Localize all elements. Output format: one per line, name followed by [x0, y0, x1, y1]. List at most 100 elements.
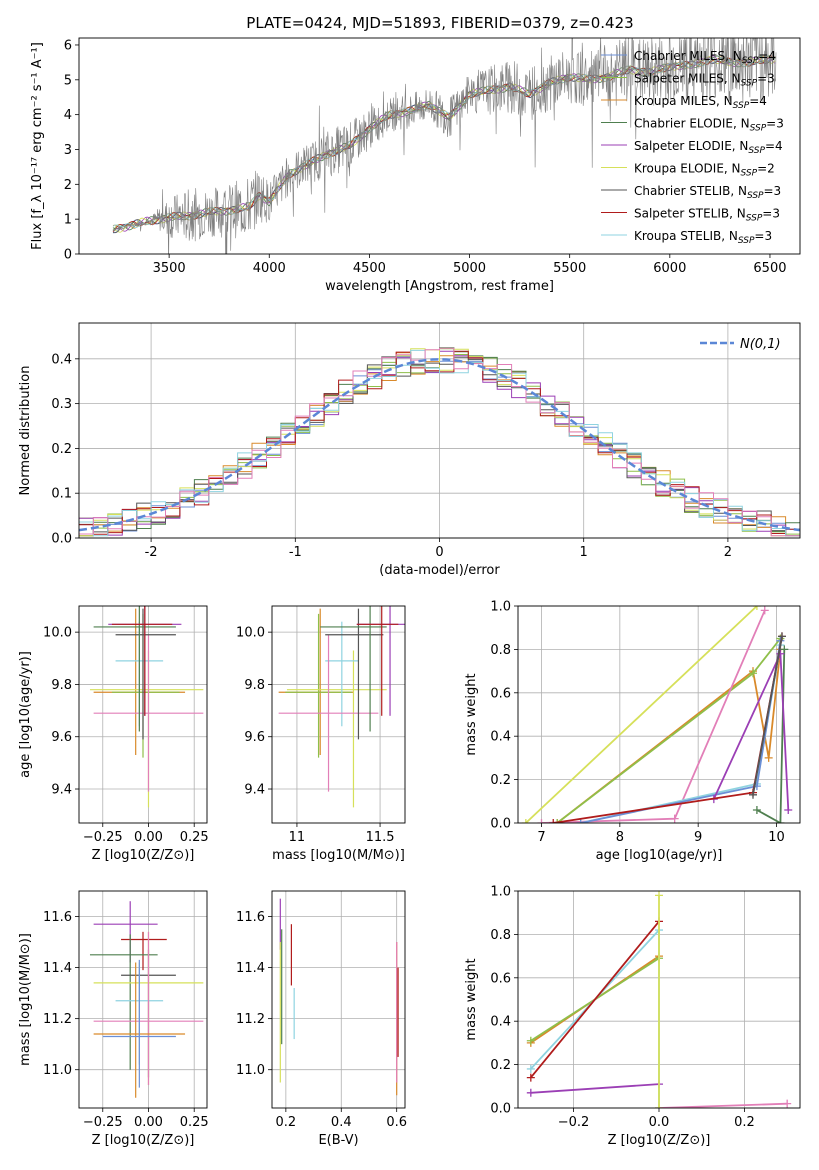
plot-area [521, 606, 793, 823]
mass-weight-marker [777, 632, 786, 641]
x-tick-label: 6500 [753, 261, 786, 276]
x-tick-label: 5000 [453, 261, 486, 276]
mass-weight-marker [780, 645, 789, 654]
y-tick-label: 0.4 [490, 1015, 511, 1030]
x-tick-label: −0.25 [83, 830, 123, 845]
y-tick-label: 10.0 [43, 626, 72, 641]
y-tick-label: 9.6 [51, 730, 72, 745]
x-tick-label: 4500 [353, 261, 386, 276]
y-tick-label: 9.6 [244, 730, 265, 745]
legend-subscript: SSP [742, 56, 759, 66]
axes-frame [517, 605, 801, 824]
mass-weight-line [580, 640, 782, 823]
axes-frame [517, 890, 801, 1109]
mass-weight-marker [655, 891, 663, 900]
mass-weight-marker [521, 819, 530, 823]
mass-weight-marker [764, 753, 773, 762]
mass-weight-marker [776, 649, 785, 658]
axes-frame [78, 37, 801, 255]
y-tick-label: 0.8 [490, 928, 511, 943]
y-tick-label: 10.0 [236, 626, 265, 641]
x-tick-label: 6000 [653, 261, 686, 276]
x-tick-label: 10 [768, 830, 785, 845]
x-axis-label: E(B-V) [318, 1133, 358, 1148]
y-tick-label: 0.0 [490, 817, 511, 832]
legend-label-rest: =3 [757, 72, 775, 86]
mass-weight-marker [749, 790, 757, 799]
legend-subscript: SSP [748, 146, 765, 156]
mass-weight-marker [784, 805, 793, 814]
x-tick-label: 4000 [253, 261, 286, 276]
legend-label-rest: =3 [762, 207, 780, 221]
x-axis-label: wavelength [Angstrom, rest frame] [325, 279, 554, 294]
y-tick-label: 0.2 [490, 773, 511, 788]
mass-weight-line [752, 636, 783, 795]
y-tick-label: 0.2 [490, 1058, 511, 1073]
y-tick-label: 9.4 [51, 783, 72, 798]
mass-weight-marker [526, 1073, 535, 1082]
figure-title: PLATE=0424, MJD=51893, FIBERID=0379, z=0… [246, 14, 633, 32]
plot-area [89, 606, 204, 808]
y-tick-label: 0.8 [490, 643, 511, 658]
y-tick-label: 0.4 [51, 352, 72, 367]
y-tick-label: 11.0 [236, 1063, 265, 1078]
y-axis-label: age [log10(age/yr)] [18, 651, 33, 778]
legend-subscript: SSP [746, 214, 763, 224]
y-axis-label: mass [log10(M/M⊙)] [18, 933, 33, 1066]
y-tick-label: 9.8 [51, 678, 72, 693]
mass-weight-marker [553, 819, 562, 823]
x-tick-label: -1 [289, 545, 302, 560]
x-tick-label: 0.2 [276, 1115, 297, 1130]
x-tick-label: 1 [580, 545, 588, 560]
y-tick-label: 2 [64, 178, 72, 193]
plot-area [279, 898, 399, 1096]
legend-label: Salpeter ELODIE, NSSP=4 [634, 139, 783, 156]
y-tick-label: 3 [64, 143, 72, 158]
mass-weight-line [530, 920, 660, 1079]
axes-frame [78, 322, 801, 539]
x-tick-label: 0.6 [386, 1115, 407, 1130]
mass-weight-line [580, 644, 782, 823]
legend-subscript: SSP [741, 169, 758, 179]
x-axis-label: (data-model)/error [379, 563, 500, 578]
x-tick-label: 3500 [153, 261, 186, 276]
legend-label-rest: =3 [754, 229, 772, 243]
y-tick-label: 1.0 [490, 885, 511, 900]
x-tick-label: 0.00 [134, 830, 163, 845]
y-tick-label: 1.0 [490, 600, 511, 615]
y-tick-label: 11.2 [43, 1012, 72, 1027]
plot-area [278, 606, 405, 808]
panel-weight_vs_age: 7 8 9 10 0.0 0.2 0.4 0.6 0.8 1.0 age [log10(age/yr… [464, 600, 801, 863]
legend-label: Kroupa ELODIE, NSSP=2 [634, 162, 775, 179]
mass-weight-marker [655, 1104, 663, 1108]
y-tick-label: 11.4 [236, 961, 265, 976]
x-tick-label: 0.2 [734, 1115, 755, 1130]
legend-subscript: SSP [747, 191, 764, 201]
mass-weight-line [553, 636, 783, 823]
y-axis-label: mass weight [464, 958, 479, 1040]
panel-weight_vs_Z: −0.2 0.0 0.2 0.0 0.2 0.4 0.6 0.8 1.0 Z [log10(Z/Z… [464, 885, 801, 1148]
y-tick-label: 1 [64, 213, 72, 228]
mass-weight-marker [752, 805, 761, 814]
x-axis-label: Z [log10(Z/Z⊙)] [92, 1133, 195, 1148]
x-tick-label: 11.5 [366, 830, 395, 845]
legend-subscript: SSP [738, 236, 755, 246]
y-tick-label: 11.6 [236, 910, 265, 925]
y-tick-label: 11.6 [43, 910, 72, 925]
panel-spectrum: 3500 4000 4500 5000 5500 6000 6500 0 1 2 3 4 5 6 wavel… [30, 37, 801, 294]
mass-weight-marker [526, 1088, 535, 1097]
y-tick-label: 5 [64, 73, 72, 88]
mass-weight-marker [526, 1036, 535, 1045]
mass-weight-marker [549, 819, 558, 823]
y-tick-label: 0.3 [51, 397, 72, 412]
mass-weight-marker [752, 606, 761, 610]
x-tick-label: 0.25 [180, 1115, 209, 1130]
y-tick-label: 11.0 [43, 1063, 72, 1078]
legend-label: Chabrier MILES, NSSP=4 [634, 49, 776, 66]
mass-weight-line [530, 1083, 660, 1094]
mass-weight-marker [776, 819, 785, 823]
y-tick-label: 9.8 [244, 678, 265, 693]
mass-weight-line [556, 637, 782, 823]
x-tick-label: -2 [145, 545, 158, 560]
mass-weight-marker [537, 819, 546, 823]
